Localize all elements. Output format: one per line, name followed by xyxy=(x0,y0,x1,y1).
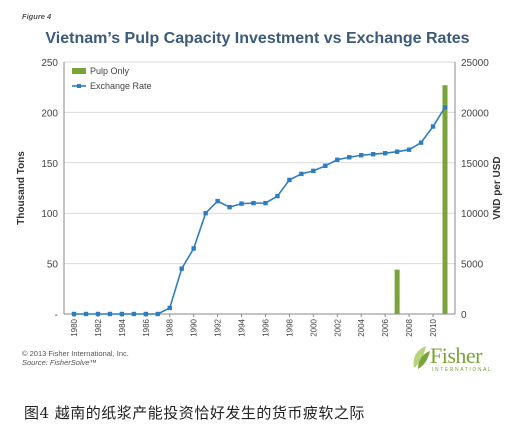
y-tick-label-right: 20000 xyxy=(461,108,489,119)
x-tick-label: 2000 xyxy=(309,318,318,336)
chart: - 0 50 5000 100 10000 150 15000 200 20000 250 25000… xyxy=(16,58,503,337)
x-tick-label: 1992 xyxy=(214,318,223,336)
exchange-rate-point xyxy=(167,305,172,311)
exchange-rate-point xyxy=(299,171,304,177)
x-tick-label: 2002 xyxy=(333,318,342,336)
exchange-rate-point xyxy=(418,140,424,145)
exchange-rate-point xyxy=(83,311,89,317)
exchange-rate-point xyxy=(107,311,113,317)
exchange-rate-point xyxy=(442,105,448,110)
chart-title: Vietnam’s Pulp Capacity Investment vs Ex… xyxy=(45,30,470,47)
y-tick-label-left: 250 xyxy=(41,58,58,69)
y-tick-label-right: 10000 xyxy=(461,209,489,220)
exchange-rate-point xyxy=(347,155,352,160)
y-axis-title-right: VND per USD xyxy=(492,156,503,219)
exchange-rate-line xyxy=(74,106,446,315)
exchange-rate-point xyxy=(119,311,125,317)
exchange-rate-point xyxy=(335,157,340,162)
exchange-rate-point xyxy=(323,163,328,169)
x-tick-label: 1984 xyxy=(118,318,127,336)
exchange-rate-point xyxy=(215,198,220,204)
exchange-rate-point xyxy=(95,311,101,317)
exchange-rate-point xyxy=(430,124,436,129)
exchange-rate-point xyxy=(191,246,196,251)
exchange-rate-point xyxy=(179,266,184,271)
exchange-rate-point xyxy=(155,311,160,317)
y-tick-label-right: 5000 xyxy=(461,260,484,271)
exchange-rate-point xyxy=(287,177,292,183)
exchange-rate-point xyxy=(311,168,316,174)
x-tick-label: 1994 xyxy=(238,318,247,336)
figure-label: Figure 4 xyxy=(22,12,52,21)
y-tick-label-left: 150 xyxy=(41,159,58,170)
exchange-rate-point xyxy=(239,201,244,206)
exchange-rate-point xyxy=(370,152,376,157)
logo-subtitle: INTERNATIONAL xyxy=(432,367,493,373)
source-text: Source: FisherSolve™ xyxy=(22,358,98,367)
y-tick-label-left: - xyxy=(55,310,58,321)
y-tick-label-right: 0 xyxy=(461,310,467,321)
exchange-rate-point xyxy=(143,311,149,317)
leaf-icon xyxy=(413,346,430,369)
legend-label-pulp-only: Pulp Only xyxy=(90,66,130,76)
legend-label-exchange-rate: Exchange Rate xyxy=(90,81,152,91)
x-tick-label: 1998 xyxy=(285,318,294,336)
x-tick-label: 1986 xyxy=(142,318,151,336)
legend-marker-exchange-rate xyxy=(77,84,81,88)
x-tick-label: 1990 xyxy=(190,318,199,336)
bar-pulp-only xyxy=(394,269,400,314)
logo-word: Fisher xyxy=(430,343,483,368)
figure-caption: 图4 越南的纸浆产能投资恰好发生的货币疲软之际 xyxy=(24,404,365,422)
x-tick-label: 1988 xyxy=(166,318,175,336)
exchange-rate-point xyxy=(394,149,400,154)
exchange-rate-point xyxy=(382,151,388,156)
exchange-rate-point xyxy=(263,200,268,206)
y-axis-title-left: Thousand Tons xyxy=(16,151,27,225)
exchange-rate-point xyxy=(227,204,232,210)
y-tick-label-left: 50 xyxy=(47,260,59,271)
legend-swatch-pulp-only xyxy=(72,68,86,74)
x-tick-label: 1982 xyxy=(94,318,103,336)
x-tick-label: 2010 xyxy=(429,318,438,336)
copyright-text: © 2013 Fisher International, Inc. xyxy=(22,349,129,358)
x-tick-label: 2004 xyxy=(357,318,366,336)
exchange-rate-point xyxy=(359,153,364,158)
x-tick-label: 1980 xyxy=(70,318,79,336)
fisher-logo: Fisher INTERNATIONAL xyxy=(410,342,500,376)
x-tick-label: 1996 xyxy=(261,318,270,336)
y-tick-label-left: 200 xyxy=(41,108,58,119)
exchange-rate-point xyxy=(406,147,412,152)
y-tick-label-left: 100 xyxy=(41,209,58,220)
exchange-rate-point xyxy=(251,200,256,206)
bar-pulp-only xyxy=(442,85,448,315)
x-tick-label: 2006 xyxy=(381,318,390,336)
exchange-rate-point xyxy=(71,311,77,317)
exchange-rate-point xyxy=(131,311,137,317)
exchange-rate-point xyxy=(203,211,208,216)
x-tick-label: 2008 xyxy=(405,318,414,336)
exchange-rate-point xyxy=(275,193,280,199)
y-tick-label-right: 25000 xyxy=(461,58,489,69)
y-tick-label-right: 15000 xyxy=(461,159,489,170)
